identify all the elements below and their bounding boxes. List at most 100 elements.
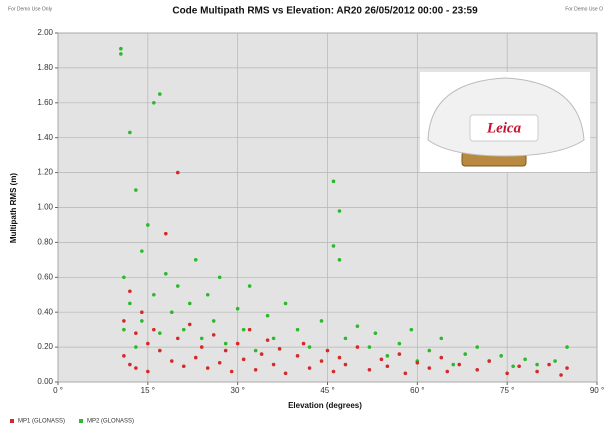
y-tick-label: 0.40 (37, 307, 53, 316)
scatter-point (175, 170, 180, 175)
scatter-point (499, 354, 503, 358)
scatter-point (158, 92, 162, 96)
scatter-point (415, 361, 420, 365)
scatter-point (367, 367, 372, 372)
scatter-point (337, 355, 342, 360)
scatter-point (271, 362, 276, 367)
scatter-point (283, 301, 288, 306)
y-tick-label: 0.20 (37, 342, 53, 351)
scatter-point (535, 369, 539, 374)
scatter-point (223, 348, 228, 353)
scatter-point (319, 359, 324, 363)
y-tick-label: 2.00 (37, 28, 53, 37)
scatter-point (134, 331, 138, 335)
scatter-point (217, 275, 222, 280)
legend-marker (79, 419, 84, 423)
y-tick-label: 1.20 (37, 168, 53, 177)
scatter-point (523, 357, 527, 362)
scatter-point (547, 362, 551, 367)
scatter-point (367, 345, 372, 349)
scatter-point (295, 354, 300, 358)
scatter-point (301, 341, 306, 346)
y-tick-label: 1.80 (37, 63, 53, 72)
legend-label: MP1 (GLONASS) (18, 419, 65, 425)
antenna-image: Leica (420, 72, 590, 172)
scatter-point (397, 341, 402, 346)
scatter-point (439, 355, 444, 360)
scatter-point (175, 336, 180, 341)
scatter-point (187, 322, 192, 327)
scatter-point (128, 289, 132, 294)
scatter-point (475, 367, 480, 372)
scatter-point (119, 52, 123, 56)
chart-title: Code Multipath RMS vs Elevation: AR20 26… (172, 6, 478, 17)
scatter-point (122, 319, 126, 323)
scatter-point (241, 357, 246, 362)
scatter-point (565, 345, 569, 349)
scatter-point (325, 348, 330, 353)
scatter-point (122, 327, 126, 332)
scatter-point (211, 333, 216, 337)
y-tick-label: 1.00 (37, 203, 53, 212)
x-axis-label: Elevation (degrees) (288, 401, 362, 410)
scatter-point (175, 284, 180, 288)
scatter-point (337, 209, 342, 213)
scatter-point (223, 341, 228, 346)
scatter-point (158, 331, 162, 335)
x-tick-label: 15 ° (141, 386, 155, 395)
legend-marker (10, 419, 14, 423)
logo-panel (469, 114, 539, 142)
scatter-point (128, 130, 132, 135)
points (119, 46, 569, 377)
scatter-point (205, 292, 210, 297)
scatter-point (277, 347, 282, 351)
scatter-point (140, 249, 144, 253)
scatter-point (511, 364, 515, 369)
scatter-point (475, 345, 480, 349)
scatter-point (373, 331, 378, 335)
scatter-point (331, 244, 336, 248)
scatter-point (385, 364, 390, 369)
logo-text: Leica (486, 120, 522, 136)
scatter-point (427, 366, 432, 370)
scatter-point (505, 371, 509, 376)
scatter-point (181, 327, 186, 332)
scatter-point (355, 345, 360, 349)
scatter-point (457, 362, 462, 367)
scatter-point (247, 284, 252, 288)
scatter-point (217, 361, 222, 365)
scatter-point (205, 366, 210, 370)
y-tick-label: 0.60 (37, 272, 53, 281)
scatter-point (152, 327, 156, 332)
scatter-point (253, 348, 258, 353)
watermark: For Demo Use O (565, 6, 603, 12)
scatter-point (199, 345, 204, 349)
scatter-point (427, 348, 432, 353)
y-tick-label: 0.00 (37, 377, 53, 386)
scatter-point (193, 355, 198, 360)
scatter-point (397, 352, 402, 356)
scatter-point (140, 319, 144, 323)
scatter-point (271, 336, 276, 341)
scatter-point (128, 301, 132, 306)
scatter-point (439, 336, 444, 341)
scatter-point (211, 319, 216, 323)
scatter-point (337, 258, 342, 262)
scatter-point (283, 371, 288, 376)
scatter-point (235, 341, 240, 346)
scatter-point (553, 359, 557, 363)
scatter-point (119, 46, 123, 51)
scatter-point (247, 327, 252, 332)
scatter-point (146, 341, 150, 346)
scatter-point (385, 354, 390, 358)
scatter-point (128, 362, 132, 367)
scatter-point (152, 292, 156, 297)
scatter-point (122, 354, 126, 358)
scatter-point (229, 369, 234, 374)
scatter-point (379, 357, 384, 362)
scatter-point (193, 258, 198, 262)
scatter-point (181, 364, 186, 369)
scatter-point (265, 338, 270, 342)
scatter-point (241, 327, 246, 332)
x-tick-label: 45 ° (320, 386, 334, 395)
